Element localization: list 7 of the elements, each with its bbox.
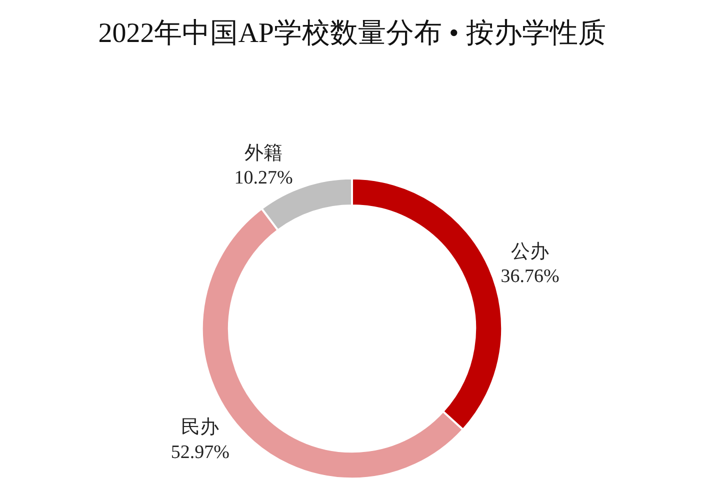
slice-label: 外籍 — [244, 142, 283, 164]
slice-label: 民办 — [181, 417, 220, 438]
chart-title: 2022年中国AP学校数量分布 • 按办学性质 — [98, 18, 606, 49]
slice-label: 公办 — [511, 241, 550, 262]
data-label: 36.76% — [500, 266, 560, 287]
data-label: 10.27% — [234, 167, 293, 188]
data-label: 52.97% — [170, 442, 230, 463]
